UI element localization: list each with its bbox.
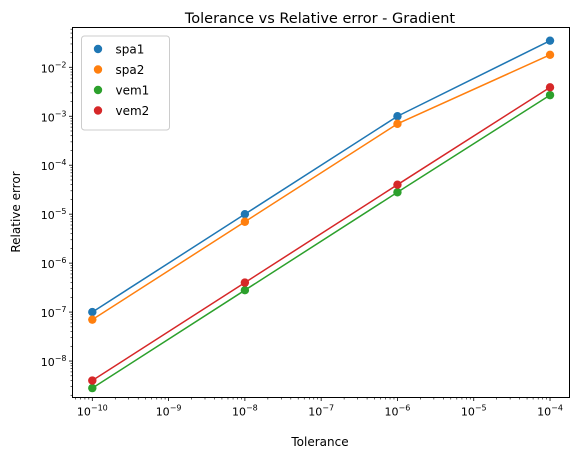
series-point-spa1	[88, 307, 97, 317]
series-point-vem1	[393, 188, 402, 197]
series-line-vem1	[91, 94, 551, 389]
legend-label-vem1: vem1	[116, 84, 150, 98]
y-tick-label: 10−6	[41, 256, 67, 271]
series-point-vem2	[240, 278, 250, 287]
x-tick-label: 10−6	[385, 404, 411, 419]
y-tick-label: 10−7	[41, 305, 67, 320]
legend-label-vem2: vem2	[116, 104, 150, 118]
x-tick-label: 10−10	[77, 404, 108, 419]
y-tick-label: 10−4	[41, 158, 67, 173]
y-tick-label: 10−3	[41, 109, 67, 124]
series-point-vem2	[545, 83, 555, 92]
legend-box	[81, 35, 170, 131]
series-point-spa2	[240, 217, 250, 226]
series-point-spa1	[545, 36, 555, 45]
series-line-spa1	[91, 39, 551, 313]
series-line-vem2	[91, 86, 551, 382]
series-point-spa2	[393, 119, 402, 129]
legend-marker-vem2	[93, 106, 103, 115]
x-tick-label: 10−4	[537, 404, 563, 419]
series-point-vem1	[240, 285, 250, 295]
legend: spa1 spa2 vem1 vem2	[81, 35, 170, 131]
legend-marker-vem1	[93, 85, 103, 95]
legend-marker-spa1	[93, 44, 103, 54]
chart-title: Tolerance vs Relative error - Gradient	[184, 11, 456, 27]
legend-marker-spa2	[93, 65, 103, 74]
y-tick-label: 10−2	[41, 60, 67, 75]
y-axis-ticks: 10−8 10−7 10−6 10−5 10−4 10−3 10−2	[41, 28, 73, 396]
series-line-spa2	[91, 54, 551, 321]
y-axis-label: Relative error	[9, 171, 23, 252]
x-tick-label: 10−7	[308, 404, 334, 419]
legend-label-spa2: spa2	[116, 63, 145, 77]
series-point-spa2	[545, 50, 555, 59]
y-tick-label: 10−8	[41, 354, 67, 369]
x-tick-label: 10−5	[461, 404, 487, 419]
y-tick-label: 10−5	[41, 207, 67, 222]
legend-label-spa1: spa1	[116, 43, 145, 57]
x-axis-ticks: 10−10 10−9 10−8 10−7 10−6 10−5 10−4	[75, 397, 563, 419]
x-tick-label: 10−8	[232, 404, 258, 419]
series-point-spa1	[240, 209, 250, 219]
series-point-vem1	[88, 383, 97, 393]
x-axis-label: Tolerance	[290, 435, 348, 449]
series-point-vem1	[545, 90, 555, 100]
series-point-spa2	[88, 315, 97, 324]
series-point-spa1	[393, 112, 402, 121]
x-tick-label: 10−9	[156, 404, 182, 419]
series-point-vem2	[88, 376, 97, 385]
series-point-vem2	[393, 180, 402, 189]
